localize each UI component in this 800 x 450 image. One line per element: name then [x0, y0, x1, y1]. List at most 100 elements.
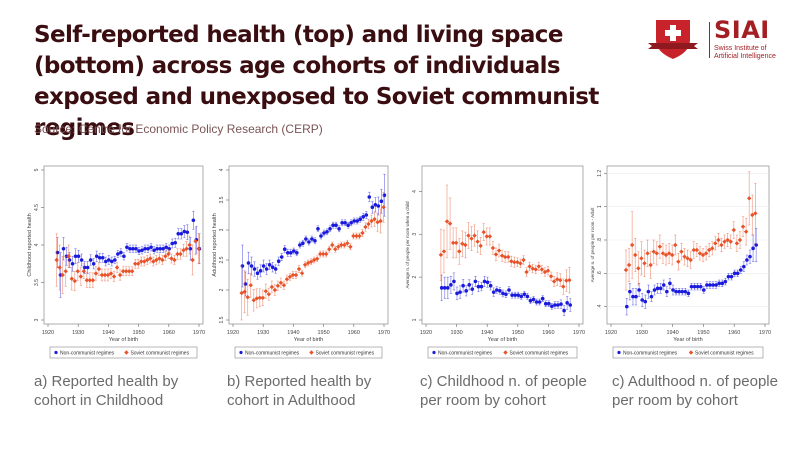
data-point: [96, 266, 102, 272]
data-point: [110, 259, 114, 264]
data-point: [487, 234, 493, 239]
data-point: [634, 294, 638, 299]
data-point: [550, 304, 554, 309]
x-tick-label: 1940: [102, 330, 114, 336]
data-point: [455, 291, 459, 296]
data-point: [738, 268, 743, 272]
data-point: [668, 281, 672, 286]
legend-box: [612, 346, 764, 359]
legend-label: Soviet communist regimes: [315, 350, 374, 356]
data-point: [534, 300, 539, 304]
data-point: [91, 261, 96, 266]
data-point: [367, 195, 372, 199]
data-point: [263, 289, 269, 294]
data-point: [648, 262, 653, 268]
data-point: [694, 247, 700, 253]
logo-subtitle-line2: Artificial Intelligence: [714, 53, 776, 60]
data-point: [463, 242, 468, 248]
data-point: [478, 243, 483, 249]
data-point: [551, 279, 557, 284]
source-note: Source: Centre for Economic Policy Resea…: [34, 122, 323, 136]
data-point: [683, 289, 688, 294]
data-point: [567, 277, 572, 283]
y-tick-label: 5: [34, 168, 40, 171]
data-point: [702, 288, 706, 292]
data-point: [251, 298, 256, 303]
x-tick-label: 1970: [193, 330, 205, 336]
data-point: [324, 251, 329, 257]
data-point: [692, 284, 697, 289]
data-point: [81, 269, 87, 274]
data-point: [152, 248, 156, 253]
data-point: [69, 276, 74, 281]
legend-marker-soviet: [309, 350, 314, 355]
siai-logo: SIAI Swiss Institute of Artificial Intel…: [648, 16, 778, 62]
data-point: [281, 283, 287, 288]
data-point: [100, 255, 105, 260]
x-tick-label: 1950: [512, 330, 524, 336]
data-point: [287, 274, 293, 279]
legend-label: Soviet communist regimes: [130, 350, 189, 356]
data-point: [488, 283, 493, 288]
y-tick-label: 3.5: [34, 279, 40, 286]
caption-b: b) Reported health by cohort in Adulthoo…: [227, 373, 372, 409]
data-point: [55, 250, 60, 255]
data-point: [67, 258, 72, 262]
chart-panel-c: 1 2 3 4 1920 1930 1940 1950 1960 1970 Year of birt…: [405, 165, 585, 359]
legend-label: Non-communist regimes: [623, 350, 678, 356]
data-point: [556, 303, 560, 307]
data-point: [640, 298, 644, 302]
y-tick-label: 3: [412, 233, 418, 236]
data-point: [334, 223, 338, 227]
data-point: [475, 239, 480, 244]
x-tick-label: 1950: [697, 330, 709, 336]
data-point: [188, 246, 193, 251]
data-point: [680, 289, 685, 294]
data-point: [530, 266, 535, 271]
data-point: [637, 288, 641, 292]
data-point: [522, 292, 527, 297]
data-point: [369, 218, 374, 224]
data-point: [336, 244, 341, 249]
data-point: [452, 279, 456, 284]
caption-d: c) Adulthood n. of people per room by co…: [612, 373, 778, 409]
data-point: [561, 284, 566, 289]
data-point: [373, 203, 378, 207]
data-point: [355, 219, 360, 223]
data-point: [554, 277, 560, 282]
data-point: [458, 290, 462, 294]
data-point: [548, 274, 554, 279]
data-point: [117, 272, 123, 278]
data-point: [93, 271, 99, 276]
data-point: [537, 300, 542, 304]
data-point: [248, 283, 253, 288]
data-point: [457, 249, 462, 254]
data-point: [379, 199, 384, 203]
legend-label: Non-communist regimes: [438, 350, 493, 356]
data-point: [113, 258, 117, 262]
data-point: [745, 258, 749, 262]
data-point: [628, 289, 632, 294]
data-point: [493, 252, 499, 257]
data-point: [751, 246, 755, 251]
x-tick-label: 1940: [481, 330, 493, 336]
data-point: [79, 258, 84, 262]
data-point: [298, 243, 302, 247]
y-tick-label: .6: [597, 271, 603, 275]
data-point: [57, 265, 62, 270]
data-point: [734, 241, 740, 246]
data-point: [674, 289, 678, 294]
data-point: [700, 252, 706, 258]
data-point: [643, 299, 648, 304]
data-point: [528, 298, 533, 303]
data-point: [438, 252, 444, 258]
data-point: [651, 249, 656, 254]
data-point: [502, 254, 508, 260]
data-point: [116, 252, 120, 256]
data-point: [670, 252, 675, 258]
data-point: [509, 259, 514, 264]
data-point: [151, 259, 156, 264]
data-point: [114, 265, 120, 270]
data-point: [714, 283, 718, 287]
data-point: [310, 237, 314, 241]
